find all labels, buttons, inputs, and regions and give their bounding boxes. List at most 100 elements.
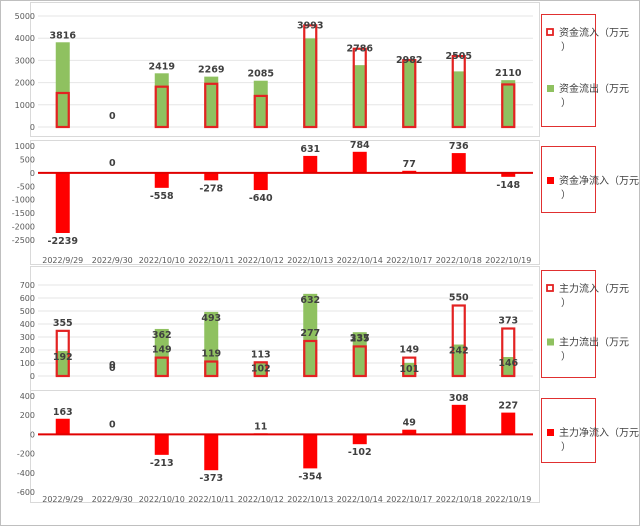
outflow-bar [352,332,367,376]
legend-label: 资金流入（万元 [559,26,629,39]
net-flow-bar [352,434,367,445]
inflow-bar [501,327,516,378]
y-tick-label: 2000 [15,79,35,88]
inflow-bar [402,58,417,129]
y-tick-label: 400 [20,320,35,329]
net-flow-bar [204,172,219,181]
outflow-bar [55,42,70,127]
x-tick-label: 2022/10/10 [139,495,185,504]
inflow-data-label: 373 [498,316,518,327]
inflow-bar [352,47,367,129]
inflow-bar [204,82,219,129]
net-flow-bar [402,429,417,435]
net-flow-bar [154,434,169,455]
y-tick-label: 3000 [15,56,35,65]
outflow-data-label: 493 [201,313,221,324]
outflow-bar [451,71,466,127]
outflow-bar [402,60,417,127]
x-tick-label: 2022/10/14 [337,495,383,504]
outflow-data-label: 242 [449,346,469,357]
y-tick-label: 100 [20,359,35,368]
inflow-data-label: 119 [201,349,221,360]
outflow-data-label: 146 [498,358,518,369]
x-tick-label: 2022/9/30 [92,256,133,265]
x-tick-label: 2022/10/10 [139,256,185,265]
x-tick-label: 2022/10/14 [337,256,383,265]
inflow-bar [451,54,466,129]
inflow-bar [204,360,219,378]
outflow-bar [501,80,516,127]
inflow-bar [352,345,367,378]
inflow-data-label: 235 [350,333,370,344]
y-tick-label: 4000 [15,34,35,43]
x-tick-label: 2022/10/13 [287,495,333,504]
inflow-data-label: 149 [152,345,172,356]
legend-label: 主力流出（万元 [559,336,629,349]
data-label: 0 [109,111,116,122]
data-label: 2269 [198,65,224,76]
y-tick-label: 300 [20,333,35,342]
inflow-bar [501,83,516,129]
outflow-bar [253,362,268,376]
x-tick-label: 2022/9/29 [42,495,83,504]
legend-swatch-fill [547,429,554,436]
inflow-data-label: 550 [449,293,469,304]
net-flow-bar [204,434,219,471]
y-tick-label: 1000 [15,101,35,110]
outflow-bar [204,311,219,376]
data-label: 784 [350,140,370,151]
inflow-bar [253,94,268,129]
outflow-bar [451,344,466,376]
y-tick-label: 500 [20,307,35,316]
legend-swatch-outline [546,284,554,292]
legend-label-cont: ） [561,297,571,309]
panel-border [30,2,540,137]
data-label: 736 [449,141,469,152]
chart-panel-4: -600 -400 -200 0 200 400 163 0 -213 -373 11 -354 -10… [17,390,639,504]
net-flow-bar [55,172,70,233]
y-tick-label: 0 [30,372,35,381]
data-label: 163 [53,407,73,418]
legend-label: 主力流入（万元 [559,282,629,295]
data-label: 0 [109,419,116,430]
y-tick-label: 0 [30,430,35,439]
y-tick-label: 400 [20,392,35,401]
x-tick-label: 2022/10/13 [287,256,333,265]
x-tick-label: 2022/10/18 [436,256,482,265]
data-label: 49 [403,418,416,429]
net-flow-bar [55,418,70,435]
outflow-bar [154,73,169,127]
net-flow-bar [451,404,466,435]
outflow-bar [303,293,318,376]
inflow-data-label: 149 [399,345,419,356]
data-label: -213 [150,458,174,469]
net-flow-bar [303,155,318,173]
data-label: -373 [199,473,223,484]
outflow-bar [303,38,318,127]
data-label: -354 [298,471,322,482]
outflow-data-label: 192 [53,352,73,363]
data-label: 11 [254,421,267,432]
inflow-bar [303,24,318,129]
panel-border [30,390,540,503]
net-flow-bar [402,170,417,173]
y-tick-label: 0 [30,123,35,132]
panel-border [30,140,540,265]
outflow-data-label: 632 [300,295,320,306]
data-label: 631 [300,144,320,155]
y-tick-label: -200 [17,450,35,459]
chart-panel-1: 0 1000 2000 3000 4000 5000 3816 0 2419 2269 2085 39… [15,2,629,137]
net-flow-bar [352,151,367,173]
outflow-data-label: 362 [152,330,172,341]
inflow-data-label: 0 [109,360,116,371]
x-tick-label: 2022/10/17 [386,495,432,504]
inflow-bar [303,339,318,378]
data-label: -278 [199,183,223,194]
data-label: 3816 [50,30,77,41]
legend-label-cont: ） [561,41,571,53]
outflow-bar [352,65,367,127]
x-tick-label: 2022/10/12 [238,495,284,504]
outflow-data-label: 0 [109,363,116,374]
y-tick-label: -2500 [12,236,35,245]
